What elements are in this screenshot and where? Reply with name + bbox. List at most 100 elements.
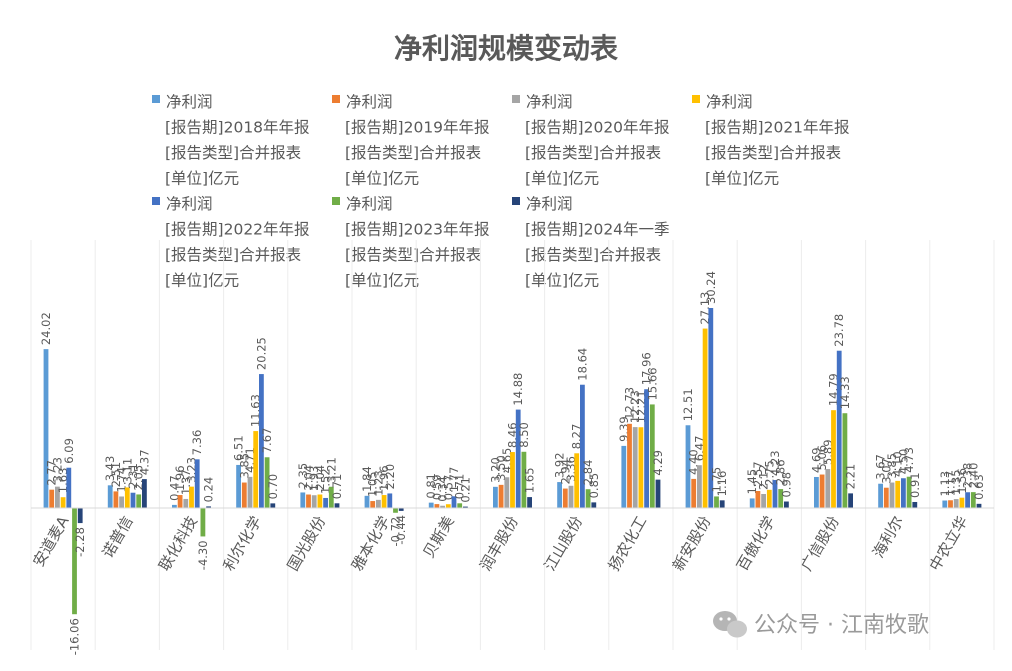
bar [848, 493, 853, 508]
bar [814, 476, 819, 508]
legend-label: 净利润[报告期]2023年年报[报告类型]合并报表[单位]亿元 [345, 195, 490, 290]
bar [370, 501, 376, 508]
data-label: 7.67 [260, 428, 274, 454]
bar [328, 486, 334, 508]
category-label: 安道麦A [29, 512, 73, 569]
bar [906, 476, 912, 508]
data-label: 1.13 [938, 471, 952, 497]
bar [177, 495, 183, 508]
bar [463, 506, 468, 508]
legend-label: 净利润[报告期]2020年年报[报告类型]合并报表[单位]亿元 [525, 93, 670, 188]
bar [504, 477, 510, 508]
category-label: 诺普信 [99, 513, 137, 561]
bar [259, 374, 264, 508]
bar [306, 494, 311, 508]
bar [428, 502, 434, 508]
bar [323, 497, 328, 508]
bar [557, 482, 562, 508]
bar [434, 504, 440, 508]
data-label: 4.73 [902, 447, 916, 473]
bar [591, 502, 597, 508]
data-label: 1.17 [944, 471, 958, 497]
wechat-icon [713, 611, 747, 638]
bar [270, 503, 276, 508]
bar [953, 499, 959, 508]
category-label: 海利尔 [869, 513, 907, 561]
legend-swatch [512, 95, 520, 103]
bar [376, 499, 381, 508]
category-group-14: 3.673.073.854.104.504.730.91 海利尔 [869, 447, 922, 561]
data-label: 3.43 [103, 456, 117, 482]
data-label: 1.75 [710, 467, 724, 493]
data-label: 2.57 [751, 461, 765, 487]
bar [264, 457, 270, 508]
legend-entry-2: 净利润[报告期]2019年年报[报告类型]合并报表[单位]亿元 [332, 93, 490, 188]
category-label: 百傲化学 [733, 513, 779, 574]
legend-swatch [692, 95, 700, 103]
bar [124, 487, 130, 508]
data-label: 1.77 [447, 467, 461, 493]
bar [515, 409, 521, 508]
bar [189, 486, 194, 508]
bar [527, 497, 532, 508]
data-label: 3.07 [879, 458, 893, 484]
bar [702, 328, 708, 508]
category-label: 雅本化学 [348, 513, 394, 574]
bar [685, 425, 691, 508]
bar [49, 489, 55, 508]
data-label: 12.51 [681, 388, 695, 421]
data-label: 2.20 [383, 464, 397, 490]
bar [113, 491, 119, 508]
bar [317, 494, 323, 508]
data-label: 0.63 [972, 474, 986, 500]
bar [580, 384, 585, 508]
bar [644, 389, 649, 508]
data-label: 15.66 [645, 367, 659, 400]
bar [912, 501, 918, 508]
bar [107, 485, 113, 508]
data-label: -2.28 [73, 527, 87, 557]
data-label: 0.91 [908, 472, 922, 498]
data-label: 0.24 [202, 477, 216, 503]
bar [708, 308, 714, 508]
data-label: 2.21 [844, 464, 858, 490]
data-label: 14.88 [511, 373, 525, 406]
category-label: 中农立华 [926, 513, 972, 574]
category-label: 新安股份 [669, 513, 715, 574]
data-label: 2.12 [757, 464, 771, 490]
data-label: 3.21 [324, 457, 338, 483]
bar [831, 410, 836, 508]
category-label: 扬农化工 [605, 513, 651, 574]
legend-swatch [512, 197, 520, 205]
bar [621, 445, 627, 508]
legend-label: 净利润[报告期]2018年年报[报告类型]合并报表[单位]亿元 [165, 93, 310, 188]
legend-label: 净利润[报告期]2021年年报[报告类型]合并报表[单位]亿元 [705, 93, 850, 188]
bar [691, 478, 697, 508]
bar [72, 508, 77, 615]
bar [638, 427, 644, 508]
bar [457, 503, 463, 508]
data-label: 3.92 [553, 452, 567, 478]
bar [393, 508, 398, 513]
data-label: 12.23 [628, 390, 642, 423]
bar [784, 501, 789, 508]
bar [200, 508, 206, 537]
data-label: 0.85 [587, 473, 601, 499]
data-label: 4.29 [651, 450, 665, 476]
bar [627, 423, 632, 508]
legend-swatch [332, 197, 340, 205]
data-label: 3.85 [885, 453, 899, 479]
watermark-text: 公众号 · 江南牧歌 [754, 613, 929, 638]
data-label: 0.70 [266, 474, 280, 500]
data-label: 1.35 [949, 469, 963, 495]
bar [948, 500, 953, 508]
bar [749, 498, 755, 508]
data-label: 1.93 [307, 466, 321, 492]
